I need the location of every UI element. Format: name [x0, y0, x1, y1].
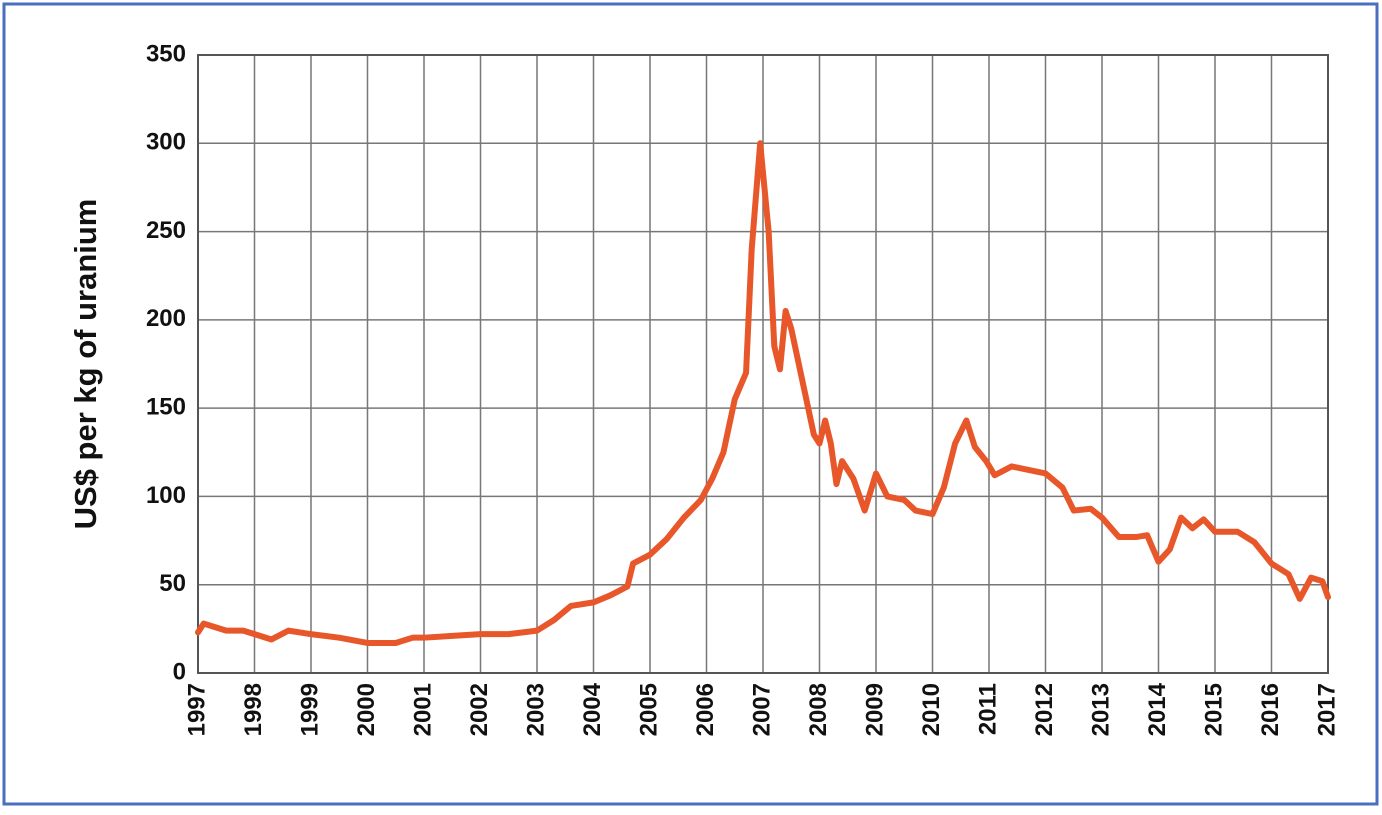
x-tick-label: 2010 — [918, 683, 945, 736]
x-tick-label: 2014 — [1144, 682, 1171, 736]
y-tick-label: 150 — [146, 393, 186, 420]
x-tick-label: 1997 — [183, 683, 210, 736]
x-tick-label: 2016 — [1257, 683, 1284, 736]
y-tick-label: 250 — [146, 217, 186, 244]
x-tick-label: 2006 — [692, 683, 719, 736]
x-tick-label: 2001 — [409, 683, 436, 736]
x-tick-label: 2009 — [861, 683, 888, 736]
x-tick-label: 2000 — [353, 683, 380, 736]
data-line — [195, 140, 1331, 646]
x-tick-label: 2008 — [805, 683, 832, 736]
y-axis-label: US$ per kg of uranium — [68, 199, 103, 530]
x-tick-label: 2012 — [1031, 683, 1058, 736]
x-tick-label: 1999 — [296, 683, 323, 736]
x-tick-label: 2017 — [1313, 683, 1340, 736]
y-tick-label: 200 — [146, 305, 186, 332]
x-tick-label: 1998 — [240, 683, 267, 736]
x-tick-label: 2011 — [974, 683, 1001, 735]
x-tick-label: 2015 — [1200, 683, 1227, 736]
x-tick-label: 2013 — [1087, 683, 1114, 736]
x-tick-label: 2004 — [579, 682, 606, 736]
y-tick-label: 100 — [146, 482, 186, 509]
y-tick-label: 50 — [159, 570, 186, 597]
x-tick-label: 2007 — [748, 683, 775, 736]
x-tick-label: 2002 — [466, 683, 493, 736]
x-tick-label: 2003 — [522, 683, 549, 736]
y-tick-label: 350 — [146, 40, 186, 67]
plot-area — [197, 54, 1329, 674]
y-tick-label: 300 — [146, 129, 186, 156]
x-tick-label: 2005 — [635, 683, 662, 736]
y-tick-label: 0 — [173, 658, 186, 685]
